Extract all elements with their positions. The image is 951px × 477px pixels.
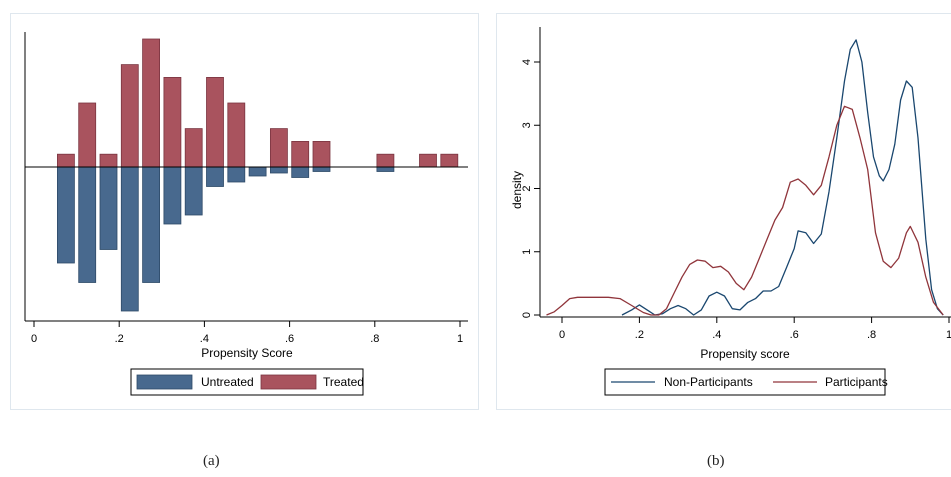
bar-untreated-0.575 (269, 166, 288, 174)
x-tick-label: 1 (946, 329, 951, 341)
bar-treated-0.475 (227, 102, 246, 168)
bar-untreated-0.125 (78, 166, 97, 283)
x-tick-label: .6 (285, 333, 294, 345)
bar-treated-0.375 (184, 128, 203, 168)
legend-label-participants: Participants (825, 375, 888, 389)
legend-label-untreated: Untreated (201, 375, 254, 389)
x-tick-label: 1 (457, 333, 463, 345)
bar-treated-0.225 (120, 64, 139, 168)
bar-treated-0.075 (57, 153, 75, 168)
figure-panel-b: 0 1 2 3 4 0 .2 .4 .6 .8 1 Propensity score densit… (496, 13, 951, 410)
legend-label-non-participants: Non-Participants (664, 375, 753, 389)
bar-treated-0.625 (291, 141, 310, 168)
legend: Non-Participants Participants (604, 368, 888, 396)
bar-untreated-0.175 (99, 166, 118, 250)
bar-untreated-0.525 (248, 166, 267, 177)
bar-untreated-0.225 (120, 166, 139, 312)
bar-untreated-0.425 (206, 166, 224, 187)
bar-treated-0.175 (99, 153, 118, 168)
x-axis-title: Propensity Score (201, 346, 293, 360)
density-line-chart: 0 1 2 3 4 0 .2 .4 .6 .8 1 Propensity score densit… (510, 27, 951, 396)
y-tick-label: 0 (521, 312, 533, 318)
legend-swatch-treated (260, 374, 317, 390)
caption-b: (b) (707, 453, 725, 469)
density-line-non-participants (621, 39, 944, 316)
mirrored-histogram-chart: 0 .2 .4 .6 .8 1 Propensity Score Untreated Tr… (24, 32, 468, 396)
y-tick-label: 4 (521, 59, 533, 65)
x-axis-title: Propensity score (700, 347, 790, 361)
y-axis-title: density (510, 171, 524, 209)
figure-panel-a: 0 .2 .4 .6 .8 1 Propensity Score Untreated Tr… (10, 13, 479, 410)
histogram-bars (57, 38, 459, 312)
bar-treated-0.925 (419, 153, 437, 168)
chart-a-axes (24, 32, 468, 322)
density-line-participants (546, 105, 944, 316)
bar-untreated-0.825 (376, 166, 395, 172)
legend-label-treated: Treated (323, 375, 364, 389)
bar-treated-0.325 (163, 77, 182, 168)
density-curves (546, 39, 944, 316)
x-tick-label: .4 (712, 329, 721, 341)
y-axis-ticks: 0 1 2 3 4 (521, 59, 540, 318)
bar-treated-0.675 (312, 141, 331, 168)
x-tick-label: .2 (635, 329, 644, 341)
x-axis-ticks: 0 .2 .4 .6 .8 1 (559, 317, 951, 341)
x-tick-label: .2 (115, 333, 124, 345)
y-tick-label: 1 (521, 249, 533, 255)
y-tick-label: 3 (521, 122, 533, 128)
x-tick-label: .4 (200, 333, 209, 345)
bar-untreated-0.075 (57, 166, 75, 264)
legend: Untreated Treated (130, 368, 364, 396)
bar-treated-0.825 (376, 153, 395, 168)
x-tick-label: 0 (31, 333, 37, 345)
y-tick-label: 2 (521, 185, 533, 191)
bar-untreated-0.625 (291, 166, 310, 178)
bar-untreated-0.475 (227, 166, 246, 183)
bar-untreated-0.275 (142, 166, 161, 283)
caption-a: (a) (203, 453, 220, 469)
bar-treated-0.125 (78, 102, 97, 168)
bar-treated-0.575 (269, 128, 288, 168)
x-tick-label: .8 (370, 333, 379, 345)
bar-untreated-0.675 (312, 166, 331, 172)
bar-untreated-0.325 (163, 166, 182, 225)
x-tick-label: .8 (867, 329, 876, 341)
bar-treated-0.275 (142, 38, 161, 168)
bar-untreated-0.375 (184, 166, 203, 216)
bar-treated-0.425 (206, 77, 224, 168)
x-tick-label: .6 (790, 329, 799, 341)
legend-swatch-untreated (136, 374, 193, 390)
bar-treated-0.975 (440, 153, 459, 168)
x-tick-label: 0 (559, 329, 565, 341)
x-axis-ticks: 0 .2 .4 .6 .8 1 (31, 321, 463, 345)
